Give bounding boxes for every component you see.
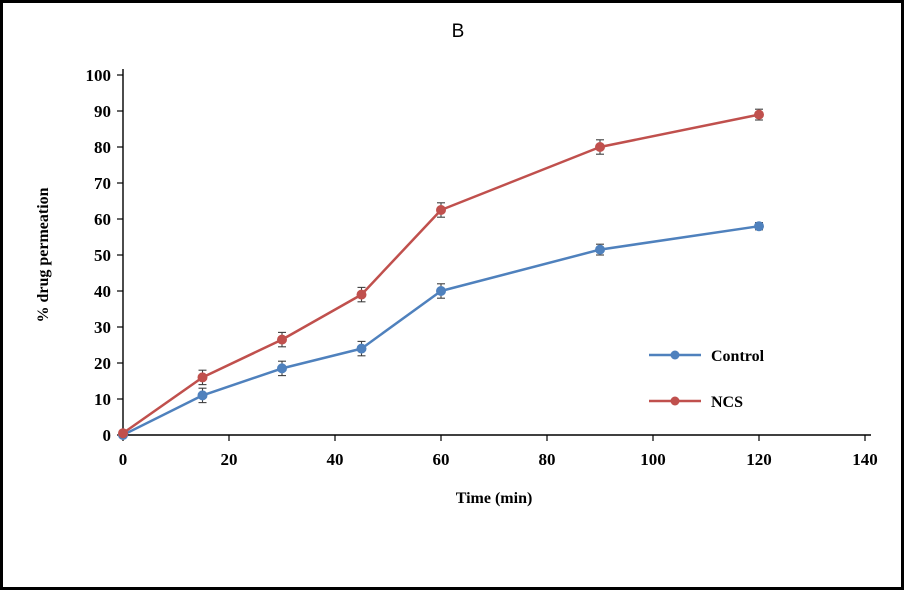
plot-area: 0 10 20 30 40 50 60 70 80 90 100 0 20 40 60 80 100 120 140… [86,66,878,469]
x-tick-label: 0 [119,450,128,469]
legend-marker-ncs [670,396,680,406]
chart-title: B [452,21,465,42]
y-tick-label: 70 [94,174,111,193]
y-tick-label: 0 [103,426,112,445]
marker-control [436,286,446,296]
legend-marker-control [670,350,680,360]
x-axis-label: Time (min) [456,490,533,507]
legend-item-control: Control [649,348,765,365]
x-tick-label: 40 [327,450,344,469]
y-tick-label: 60 [94,210,111,229]
marker-ncs [356,289,367,300]
y-tick-label: 20 [94,354,111,373]
y-axis-label: % drug permeation [35,187,52,322]
x-tick-label: 80 [539,450,556,469]
series-line-ncs [122,113,760,435]
legend-label-control: Control [711,348,765,365]
y-tick-label: 100 [86,66,112,85]
legend-item-ncs: NCS [649,394,743,411]
marker-control [356,343,367,354]
legend-label-ncs: NCS [711,394,743,411]
marker-control [197,390,208,401]
y-tick-label: 90 [94,102,111,121]
y-tick-label: 10 [94,390,111,409]
x-tick-label: 60 [433,450,450,469]
y-tick-label: 80 [94,138,111,157]
series-line-control [122,224,760,437]
x-tick-label: 20 [221,450,238,469]
marker-ncs [595,142,605,152]
marker-control [754,221,764,232]
line-chart: B Time (min) % drug permeation 0 10 20 30 40… [35,21,878,507]
marker-ncs [118,428,128,439]
y-tick-label: 30 [94,318,111,337]
marker-control [595,244,605,255]
marker-ncs [277,334,287,345]
y-tick-label: 40 [94,282,111,301]
y-tick-label: 50 [94,246,111,265]
marker-control [277,363,287,374]
marker-ncs [197,372,208,383]
x-tick-label: 120 [746,450,772,469]
marker-ncs [436,205,446,215]
marker-ncs [754,109,764,120]
x-tick-label: 140 [852,450,878,469]
x-tick-label: 100 [640,450,666,469]
